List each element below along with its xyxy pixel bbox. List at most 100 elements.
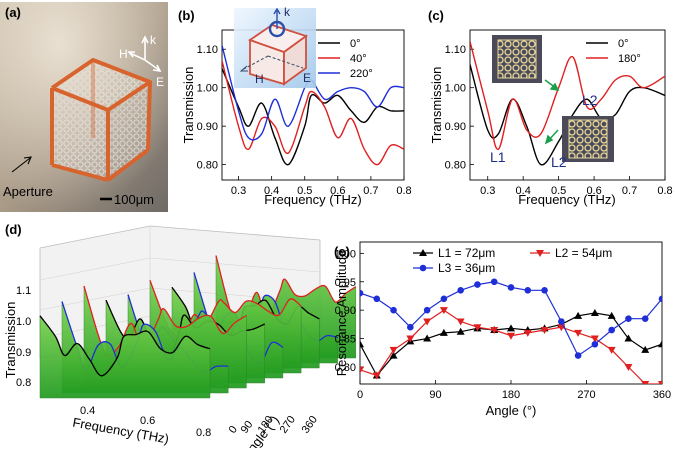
e-series-2-point (457, 286, 464, 294)
e-y-tick-label: 0.85 (335, 334, 356, 346)
c-legend: 0° 180° (586, 38, 641, 65)
axes-indicator (127, 35, 162, 73)
b-series-1-line (222, 60, 404, 166)
e-series-1-point (507, 332, 515, 340)
c-l2-bottom-label: L2 (551, 154, 567, 170)
e-series-1-point (641, 381, 650, 384)
panel-a-label: (a) (5, 5, 21, 20)
e-series-1-point (540, 327, 549, 335)
e-legend-label-0: L1 = 72μm (438, 246, 495, 260)
c-y-tick-label: 0.80 (445, 160, 466, 172)
d-x-tick-2: 0.8 (196, 427, 211, 439)
panel-e-label: (e) (334, 244, 350, 259)
e-x-tick-label: 360 (653, 389, 671, 401)
e-series-2-point (423, 306, 431, 314)
e-x-tick-label: 0 (357, 389, 363, 401)
e-series-1-point (456, 318, 465, 326)
e-series-0-point (389, 351, 398, 359)
b-legend-label-1: 40° (350, 53, 367, 65)
b-legend-label-0: 0° (350, 38, 361, 50)
c-y-tick-label: 1.00 (445, 83, 466, 95)
b-x-tick-label: 0.7 (363, 185, 378, 197)
c-x-ticks: 0.3 0.4 0.5 0.6 0.7 0.8 (480, 176, 673, 197)
d-z-tick-3: 0.8 (16, 377, 31, 389)
e-series-0-point (423, 334, 432, 342)
e-series-2-point (625, 315, 632, 322)
e-series-2-line (360, 281, 662, 357)
panel-c-label: (c) (428, 8, 444, 23)
axis-k-label: k (150, 33, 157, 47)
c-l2-top-label: L2 (582, 92, 598, 108)
panel-d-3d-plot: (d) 1.1 1.0 0.9 0.8 Transmission 0.4 0.6… (3, 222, 357, 453)
e-series-2-point (558, 318, 565, 325)
e-legend-label-2: L3 = 36μm (438, 261, 495, 275)
e-x-tick-label: 270 (577, 389, 595, 401)
d-slices (39, 255, 357, 399)
panel-e-chart: (e) 0.80 0.85 0.90 0.95 1.00 0 90 180 270 360 An… (334, 241, 671, 418)
e-series-1-point (574, 329, 583, 337)
e-series-0-point (590, 309, 599, 316)
e-y-tick-label: 0.90 (335, 305, 356, 317)
c-x-tick-label: 0.7 (622, 185, 637, 197)
e-series-0-point (439, 328, 448, 336)
c-x-tick-label: 0.6 (586, 185, 601, 197)
e-series-1-point (607, 346, 616, 354)
c-legend-label-1: 180° (618, 53, 641, 65)
e-series-0-point (658, 340, 662, 348)
e-legend: L1 = 72μm L3 = 36μm L2 = 54μm (413, 246, 612, 275)
e-series-1-point (490, 327, 499, 335)
b-inset-cube: k H E (234, 5, 316, 88)
scale-bar-label: 100μm (114, 192, 154, 207)
d-z-ticks: 1.1 1.0 0.9 0.8 (16, 285, 31, 389)
b-inset-e-label: E (303, 71, 311, 85)
plot-frame-c (469, 29, 666, 181)
e-x-axis-label: Angle (°) (486, 403, 537, 418)
e-series-1-point (590, 335, 599, 343)
b-y-tick-label: 0.90 (197, 121, 218, 133)
d-angle-tick-0: 0 (227, 424, 240, 436)
e-legend-marker-0 (419, 249, 427, 256)
c-y-axis-label: Transmission (429, 67, 444, 144)
b-x-tick-label: 0.8 (396, 185, 411, 197)
e-series-2-point (390, 306, 397, 314)
e-series-2-point (440, 295, 448, 303)
e-series-2-point (574, 352, 582, 359)
panel-a-photo: (a) k H E Aperture 100μm (0, 2, 168, 212)
c-y-ticks: 0.80 0.90 1.00 1.10 (445, 44, 474, 172)
d-angle-tick-1: 90 (239, 419, 256, 436)
c-series-1-line (470, 41, 665, 150)
e-series-1-point (360, 366, 364, 374)
e-series-0-point (641, 345, 650, 353)
b-series-0-line (222, 68, 404, 166)
b-x-tick-label: 0.6 (330, 185, 345, 197)
e-series-1-point (523, 329, 532, 337)
b-y-axis-label: Transmission (181, 67, 196, 144)
panel-b-label: (b) (178, 8, 195, 23)
d-angle-tick-4: 360 (300, 414, 320, 436)
e-legend-marker-2 (419, 264, 427, 272)
e-y-ticks: 0.80 0.85 0.90 0.95 1.00 (335, 248, 364, 374)
e-series-2-point (507, 284, 515, 291)
e-series-2-point (407, 323, 414, 331)
e-series-0-point (574, 311, 583, 319)
e-series-1-point (473, 324, 482, 332)
e-series-2-point (490, 278, 498, 286)
e-series-2-point (591, 340, 599, 348)
cube-left-face (52, 88, 108, 180)
b-legend-label-2: 220° (350, 68, 373, 80)
e-series-0-point (607, 311, 616, 319)
e-series-1-point (658, 381, 662, 384)
d-slice-line (39, 315, 211, 377)
e-series-0-point (507, 324, 515, 332)
d-z-tick-0: 1.1 (16, 285, 31, 297)
cube-frame (50, 58, 152, 182)
axis-e-label: E (156, 75, 164, 89)
panel-b-chart: (b) 0.800.901.001.10 0.3 0.4 0.5 0.6 0.7 0.8 … (178, 5, 412, 207)
b-x-tick-label: 0.4 (264, 185, 279, 197)
e-y-tick-label: 1.00 (335, 248, 356, 260)
b-inset-k-label: k (284, 5, 291, 19)
b-inset-h-label: H (255, 72, 264, 86)
e-y-axis-label: Resonance Amplitude (334, 250, 349, 376)
c-x-tick-label: 0.8 (657, 185, 672, 197)
c-x-tick-label: 0.4 (516, 185, 531, 197)
